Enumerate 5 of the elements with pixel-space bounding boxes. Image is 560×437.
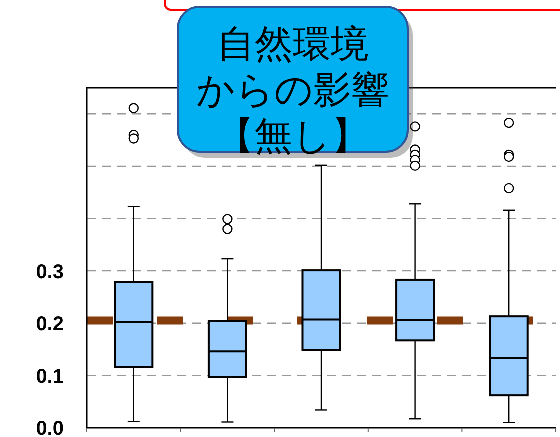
y-tick-label: 0.2 [36,314,64,336]
y-tick-label: 0.1 [36,366,64,388]
annotation: 自然環境からの影響【無し】 [196,22,390,158]
y-tick-label: 0.3 [36,261,64,284]
y-tick-label: 0.0 [36,418,64,437]
